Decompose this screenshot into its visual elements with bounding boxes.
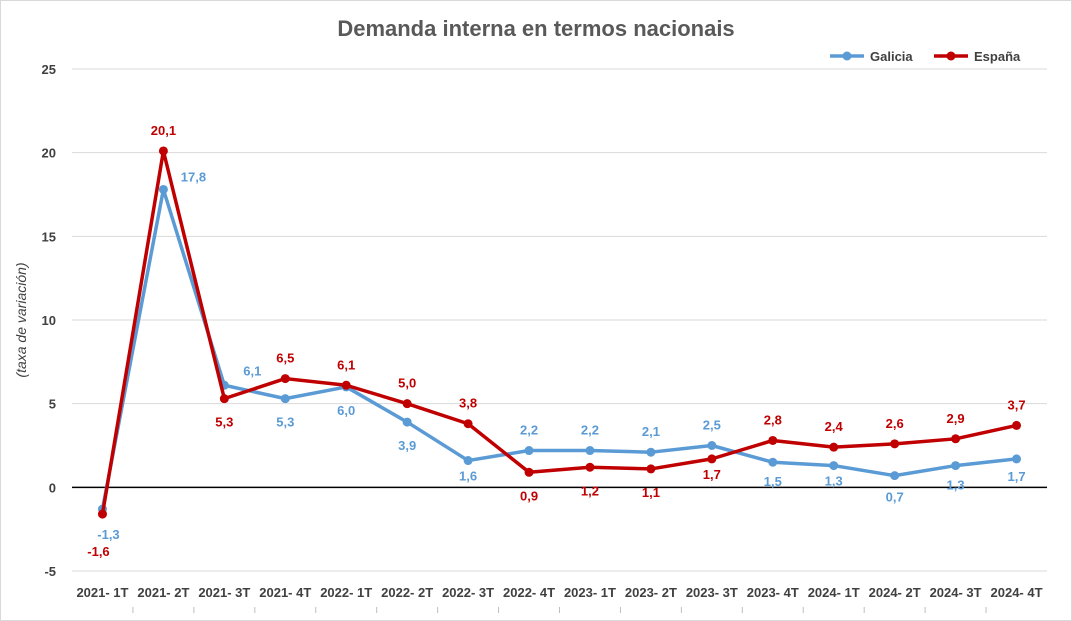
y-tick-label: 5 [49, 397, 56, 412]
series-line-galicia [100, 187, 1017, 510]
data-label-espa-a: 1,7 [703, 467, 721, 482]
data-label-espa-a: 6,1 [337, 357, 355, 372]
data-point-espa-a [951, 434, 961, 444]
x-tick-label: 2023- 1T [564, 585, 616, 600]
data-label-espa-a: 2,6 [886, 416, 904, 431]
data-point-espa-a [707, 454, 717, 464]
data-label-galicia: 5,3 [276, 415, 294, 430]
data-label-galicia: 1,5 [764, 474, 782, 489]
data-label-galicia: 1,7 [1007, 469, 1025, 484]
x-tick-label: 2021- 2T [137, 585, 189, 600]
x-tick-label: 2023- 2T [625, 585, 677, 600]
legend-marker-galicia [842, 51, 852, 61]
data-point-espa-a [158, 146, 168, 156]
series-line-espa-a [100, 149, 1017, 515]
data-label-galicia: 2,5 [703, 418, 721, 433]
x-tick-label: 2021- 3T [198, 585, 250, 600]
data-point-galicia [1012, 454, 1022, 464]
data-label-espa-a: 1,2 [581, 483, 599, 498]
data-label-espa-a: 2,4 [825, 419, 844, 434]
x-tick-label: 2022- 4T [503, 585, 555, 600]
data-point-galicia [585, 446, 595, 456]
data-label-espa-a: 20,1 [151, 123, 176, 138]
data-label-galicia: 1,6 [459, 469, 477, 484]
y-axis-label: (taxa de variación) [13, 262, 29, 377]
x-tick-label: 2023- 4T [747, 585, 799, 600]
chart-title: Demanda interna en termos nacionais [337, 16, 735, 41]
data-point-espa-a [463, 419, 473, 429]
x-tick-label: 2021- 4T [259, 585, 311, 600]
data-label-galicia: 0,7 [886, 490, 904, 505]
data-label-espa-a: 0,9 [520, 488, 538, 503]
data-label-espa-a: 3,7 [1007, 397, 1025, 412]
data-point-galicia [951, 461, 961, 471]
data-label-galicia: 2,2 [581, 423, 599, 438]
x-tick-label: 2023- 3T [686, 585, 738, 600]
data-point-espa-a [97, 509, 107, 519]
x-tick-label: 2021- 1T [76, 585, 128, 600]
data-label-galicia: -1,3 [97, 527, 119, 542]
data-label-espa-a: 5,3 [215, 415, 233, 430]
data-point-espa-a [219, 394, 229, 404]
data-point-espa-a [646, 464, 656, 474]
data-label-galicia: 2,2 [520, 423, 538, 438]
data-point-espa-a [402, 399, 412, 409]
data-point-galicia [829, 461, 839, 471]
data-point-espa-a [341, 380, 351, 390]
legend-label-galicia: Galicia [870, 49, 913, 64]
data-label-galicia: 2,1 [642, 424, 660, 439]
data-point-galicia [280, 394, 290, 404]
data-point-espa-a [585, 462, 595, 472]
y-tick-label: -5 [44, 564, 56, 579]
data-point-galicia [707, 441, 717, 450]
data-label-galicia: 17,8 [181, 169, 206, 184]
data-point-galicia [768, 457, 778, 467]
data-label-galicia: 1,3 [825, 474, 843, 489]
x-tick-label: 2022- 3T [442, 585, 494, 600]
y-tick-label: 25 [42, 62, 56, 77]
x-tick-label: 2024- 2T [869, 585, 921, 600]
y-tick-label: 0 [49, 480, 56, 495]
data-label-espa-a: 3,8 [459, 396, 477, 411]
data-point-espa-a [1012, 420, 1022, 430]
data-point-galicia [402, 417, 412, 427]
x-tick-label: 2024- 1T [808, 585, 860, 600]
data-label-espa-a: 2,8 [764, 412, 782, 427]
legend-marker-espa-a [946, 51, 956, 61]
legend-label-espa-a: España [974, 49, 1021, 64]
data-label-galicia: 1,3 [947, 478, 965, 493]
data-point-espa-a [768, 435, 778, 445]
data-point-galicia [646, 447, 656, 457]
y-tick-label: 15 [42, 229, 56, 244]
data-point-galicia [463, 456, 473, 466]
data-label-espa-a: 1,1 [642, 485, 660, 500]
data-label-galicia: 6,1 [243, 363, 261, 378]
x-tick-label: 2024- 3T [930, 585, 982, 600]
data-label-espa-a: -1,6 [87, 544, 109, 559]
data-point-galicia [524, 446, 534, 456]
y-tick-label: 10 [42, 313, 56, 328]
data-label-espa-a: 2,9 [947, 411, 965, 426]
data-label-galicia: 6,0 [337, 403, 355, 418]
data-point-espa-a [890, 439, 900, 449]
x-tick-label: 2022- 2T [381, 585, 433, 600]
data-point-espa-a [829, 442, 839, 452]
data-label-galicia: 3,9 [398, 438, 416, 453]
y-tick-label: 20 [42, 146, 56, 161]
data-label-espa-a: 6,5 [276, 351, 294, 366]
data-point-galicia [890, 471, 900, 481]
x-tick-label: 2024- 4T [991, 585, 1043, 600]
data-point-espa-a [524, 467, 534, 477]
data-label-espa-a: 5,0 [398, 376, 416, 391]
data-point-espa-a [280, 374, 290, 384]
x-tick-label: 2022- 1T [320, 585, 372, 600]
data-point-galicia [158, 184, 168, 194]
